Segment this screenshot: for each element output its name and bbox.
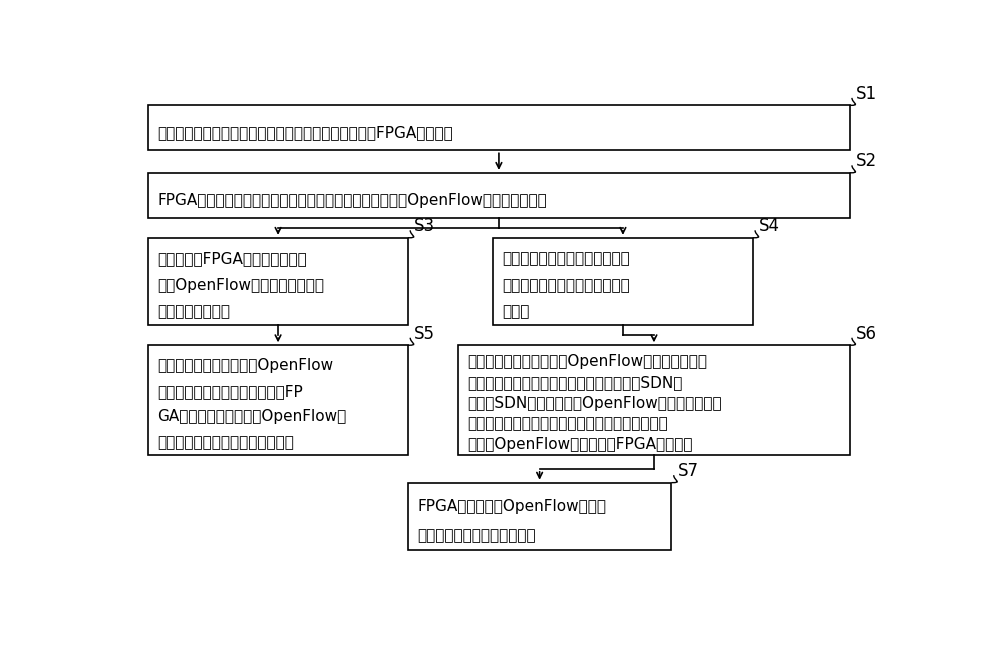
Text: 若匹配，则FPGA加速卡执行已匹: 若匹配，则FPGA加速卡执行已匹 (158, 252, 307, 267)
Bar (148, 238, 408, 325)
Text: 则动作，并转发至网络设备。: 则动作，并转发至网络设备。 (417, 528, 536, 543)
Text: S2: S2 (856, 153, 877, 170)
Text: S6: S6 (856, 324, 877, 343)
Text: 时，则网络数据包以数据报文的形式发送给SDN控: 时，则网络数据包以数据报文的形式发送给SDN控 (468, 375, 683, 390)
Text: 规则将OpenFlow流表下发至FPGA加速卡。: 规则将OpenFlow流表下发至FPGA加速卡。 (468, 437, 693, 452)
Text: 制器，SDN控制器计算出OpenFlow流表并下发至虚: 制器，SDN控制器计算出OpenFlow流表并下发至虚 (468, 396, 722, 411)
Text: S5: S5 (414, 324, 435, 343)
Text: 若不匹配，则从内核态通知用户: 若不匹配，则从内核态通知用户 (502, 252, 630, 267)
Text: 转发至网络设备。: 转发至网络设备。 (158, 304, 231, 319)
Text: 拟交换机控制进程，虚拟交换机控制进程根据缓存: 拟交换机控制进程，虚拟交换机控制进程根据缓存 (468, 417, 668, 432)
Bar (148, 173, 850, 218)
Text: GA加速卡执行已匹配的OpenFlow流: GA加速卡执行已匹配的OpenFlow流 (158, 410, 347, 424)
Text: 流表规则匹配时，将流表下发至FP: 流表规则匹配时，将流表下发至FP (158, 384, 303, 398)
Text: 表规则动作，并转发至网络设备。: 表规则动作，并转发至网络设备。 (158, 435, 294, 450)
Bar (148, 105, 850, 151)
Bar (493, 238, 753, 325)
Text: 在控制进程查询用户态的OpenFlow: 在控制进程查询用户态的OpenFlow (158, 358, 334, 373)
Text: S7: S7 (678, 462, 699, 480)
Text: S1: S1 (856, 85, 877, 103)
Text: 态，将数据包发送给虚拟机控制: 态，将数据包发送给虚拟机控制 (502, 278, 630, 293)
Bar (408, 483, 671, 550)
Bar (458, 345, 850, 455)
Bar (148, 345, 408, 455)
Text: 配的OpenFlow流表规则动作，并: 配的OpenFlow流表规则动作，并 (158, 278, 325, 293)
Text: S3: S3 (414, 217, 435, 236)
Text: S4: S4 (759, 217, 780, 236)
Text: FPGA加速卡对网络数据包进行解析后，对网络数据包进行OpenFlow流表规则匹配。: FPGA加速卡对网络数据包进行解析后，对网络数据包进行OpenFlow流表规则匹… (158, 193, 547, 208)
Text: 当网络数据包进入到网络设备时，将网络数据包转发至FPGA加速卡。: 当网络数据包进入到网络设备时，将网络数据包转发至FPGA加速卡。 (158, 125, 453, 141)
Text: 在控制进程查询用户态的OpenFlow流表规则未匹配: 在控制进程查询用户态的OpenFlow流表规则未匹配 (468, 354, 708, 369)
Text: FPGA加速卡执行OpenFlow流表规: FPGA加速卡执行OpenFlow流表规 (417, 498, 606, 513)
Text: 进程。: 进程。 (502, 304, 530, 319)
